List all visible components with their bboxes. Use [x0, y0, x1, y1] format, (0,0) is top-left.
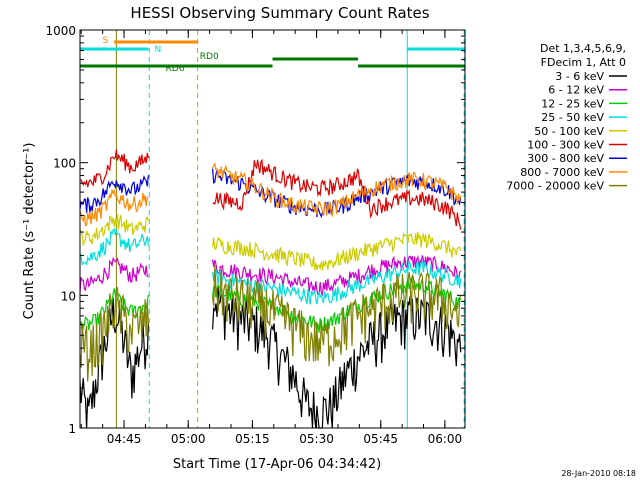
state-label-rd6: RD6: [166, 64, 185, 74]
legend-entry-label-6: 300 - 800 keV: [527, 152, 604, 165]
state-label-s: S: [103, 36, 109, 46]
series-line-1-segment-0: [79, 256, 149, 293]
y-tick-label-0: 1: [68, 422, 76, 436]
x-axis-label: Start Time (17-Apr-06 04:34:42): [173, 457, 381, 472]
x-tick-label-4: 05:45: [363, 432, 398, 446]
state-label-rd0: RD0: [200, 52, 219, 62]
legend-entry-label-4: 50 - 100 keV: [534, 125, 604, 138]
series-line-0-segment-0: [79, 297, 149, 429]
series-line-3-segment-0: [79, 227, 149, 266]
x-tick-label-1: 05:00: [171, 432, 206, 446]
legend-entry-label-2: 12 - 25 keV: [541, 97, 604, 110]
y-tick-label-3: 1000: [45, 24, 76, 38]
series-line-0-segment-1: [212, 287, 462, 429]
legend-entry-label-8: 7000 - 20000 keV: [506, 180, 604, 193]
axes: 1 10 100 1000 04:45 05:00 05:15 05:30 05:45 06:00: [45, 24, 466, 446]
series-line-5-segment-0: [79, 149, 149, 188]
series-line-7-segment-1: [212, 162, 462, 218]
legend-header-line-1: Det 1,3,4,5,6,9,: [540, 42, 626, 55]
series-line-4-segment-0: [79, 214, 149, 246]
y-axis-label: Count Rate (s⁻¹ detector⁻¹): [22, 143, 37, 320]
x-tick-label-5: 06:00: [428, 432, 463, 446]
legend-entry-label-5: 100 - 300 keV: [527, 139, 604, 152]
x-tick-label-0: 04:45: [107, 432, 142, 446]
legend-entry-label-1: 6 - 12 keV: [548, 84, 604, 97]
legend: Det 1,3,4,5,6,9,FDecim 1, Att 03 - 6 keV…: [506, 42, 627, 193]
render-timestamp: 28-Jan-2010 08:18: [561, 469, 636, 478]
chart-title: HESSI Observing Summary Count Rates: [130, 4, 429, 22]
legend-entry-label-0: 3 - 6 keV: [555, 70, 604, 83]
series-line-5-segment-1: [212, 158, 462, 230]
vertical-markers: [115, 30, 465, 428]
series-lines: [79, 149, 462, 429]
series-line-8-segment-0: [79, 286, 149, 382]
series-line-6-segment-0: [79, 175, 149, 213]
x-tick-label-2: 05:15: [235, 432, 270, 446]
state-label-n: N: [154, 45, 161, 55]
plot-frame: [79, 29, 466, 429]
y-tick-label-1: 10: [61, 289, 76, 303]
legend-entry-label-7: 800 - 7000 keV: [520, 166, 604, 179]
x-tick-label-3: 05:30: [299, 432, 334, 446]
series-line-4-segment-1: [212, 231, 462, 271]
series-line-7-segment-0: [79, 188, 149, 227]
legend-header-line-2: FDecim 1, Att 0: [541, 56, 626, 69]
state-bars: S N RD0 RD6: [80, 36, 465, 74]
y-tick-label-2: 100: [53, 157, 76, 171]
series-line-8-segment-1: [212, 265, 462, 367]
legend-entry-label-3: 25 - 50 keV: [541, 111, 604, 124]
series-line-1-segment-1: [212, 255, 462, 296]
